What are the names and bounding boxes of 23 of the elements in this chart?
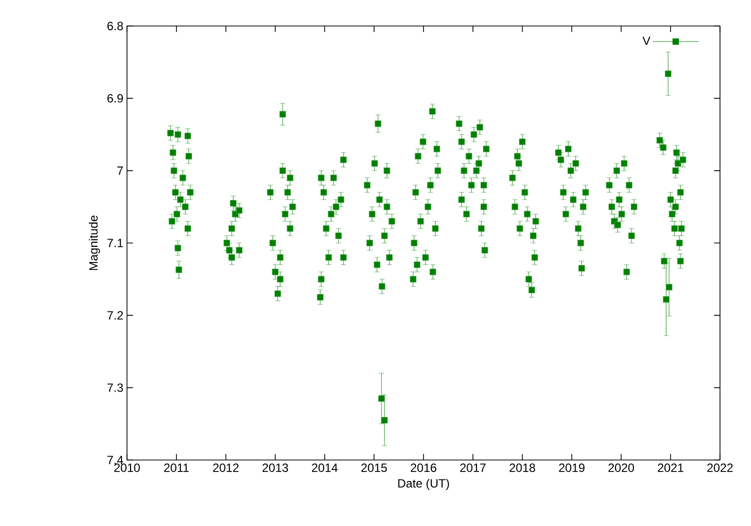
x-tick-label: 2011 xyxy=(164,464,189,472)
y-tick-label: 7.3 xyxy=(107,383,123,392)
x-tick-label: 2013 xyxy=(262,464,288,472)
x-tick-label: 2021 xyxy=(658,464,684,472)
x-tick-label: 2012 xyxy=(213,464,239,472)
y-tick-label: 7 xyxy=(117,166,123,175)
y-tick-label: 6.8 xyxy=(107,22,123,30)
y-tick-label: 6.9 xyxy=(107,94,123,103)
x-axis-title: Date (UT) xyxy=(398,478,449,490)
x-tick-label: 2018 xyxy=(510,464,536,472)
x-tick-label: 2020 xyxy=(608,464,634,472)
x-tick-label: 2022 xyxy=(707,464,733,472)
x-tick-label: 2015 xyxy=(361,464,387,472)
y-tick-label: 7.1 xyxy=(107,238,123,248)
x-tick-label: 2014 xyxy=(312,464,338,472)
x-tick-label: 2019 xyxy=(559,464,584,472)
y-axis-title: Magnitude xyxy=(88,216,100,270)
y-tick-label: 7.2 xyxy=(107,311,123,320)
legend-label: V xyxy=(642,36,650,45)
x-tick-label: 2017 xyxy=(460,464,486,472)
y-tick-label: 7.4 xyxy=(107,456,124,464)
x-tick-label: 2016 xyxy=(410,464,436,472)
x-tick-label: 2010 xyxy=(114,464,140,472)
